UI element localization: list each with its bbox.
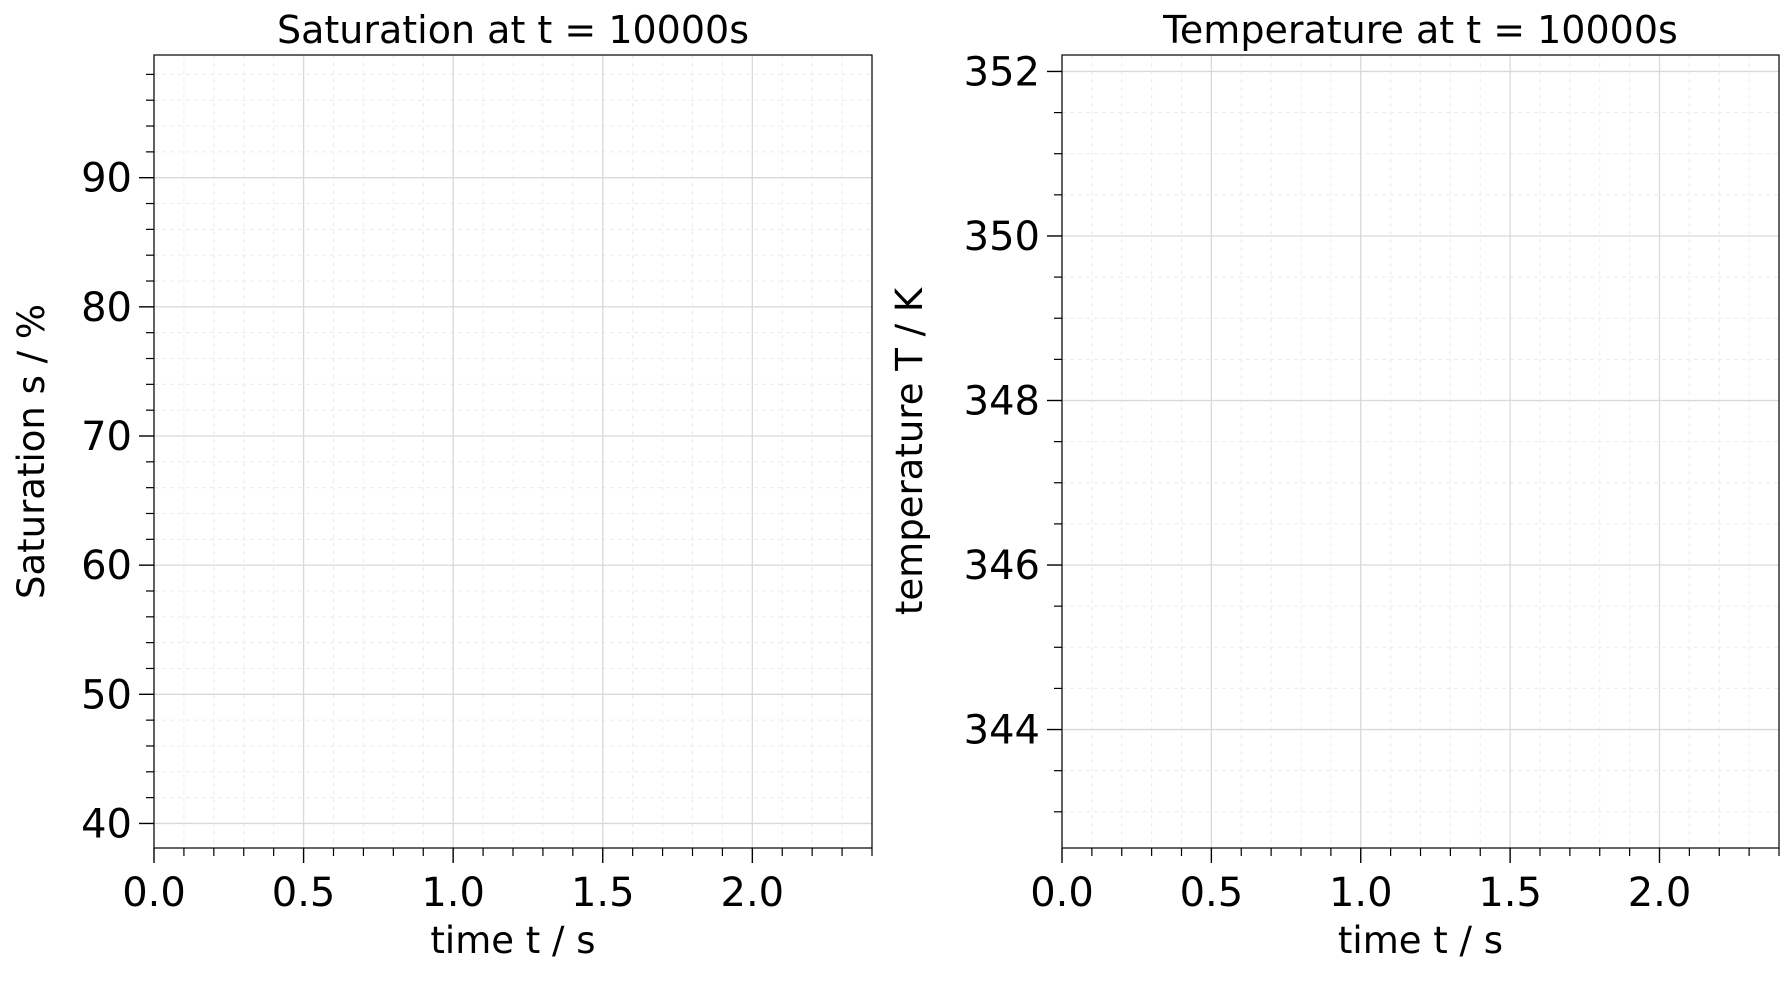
y-tick-label: 344	[964, 708, 1040, 754]
y-tick-label: 60	[81, 543, 132, 589]
y-tick-label: 350	[964, 214, 1040, 260]
chart-title: Saturation at t = 10000s	[277, 8, 749, 52]
x-tick-label: 1.0	[1329, 870, 1393, 916]
y-tick-label: 352	[964, 49, 1040, 95]
y-axis-label: temperature T / K	[888, 286, 931, 615]
x-tick-label: 2.0	[1628, 870, 1692, 916]
y-tick-label: 80	[81, 285, 132, 331]
x-tick-label: 0.0	[122, 870, 186, 916]
x-tick-label: 1.0	[421, 870, 485, 916]
chart-title: Temperature at t = 10000s	[1162, 8, 1678, 52]
y-tick-label: 90	[81, 156, 132, 202]
y-tick-label: 346	[964, 543, 1040, 589]
y-tick-label: 348	[964, 378, 1040, 424]
x-tick-label: 1.5	[571, 870, 635, 916]
y-tick-label: 70	[81, 414, 132, 460]
y-tick-label: 40	[81, 801, 132, 847]
x-tick-label: 2.0	[721, 870, 785, 916]
x-tick-label: 1.5	[1478, 870, 1542, 916]
y-tick-label: 50	[81, 672, 132, 718]
y-axis-label: Saturation s / %	[10, 304, 53, 599]
x-tick-label: 0.5	[1180, 870, 1244, 916]
x-axis-label: time t / s	[430, 919, 595, 962]
x-tick-label: 0.5	[272, 870, 336, 916]
x-tick-label: 0.0	[1030, 870, 1094, 916]
x-axis-label: time t / s	[1338, 919, 1503, 962]
